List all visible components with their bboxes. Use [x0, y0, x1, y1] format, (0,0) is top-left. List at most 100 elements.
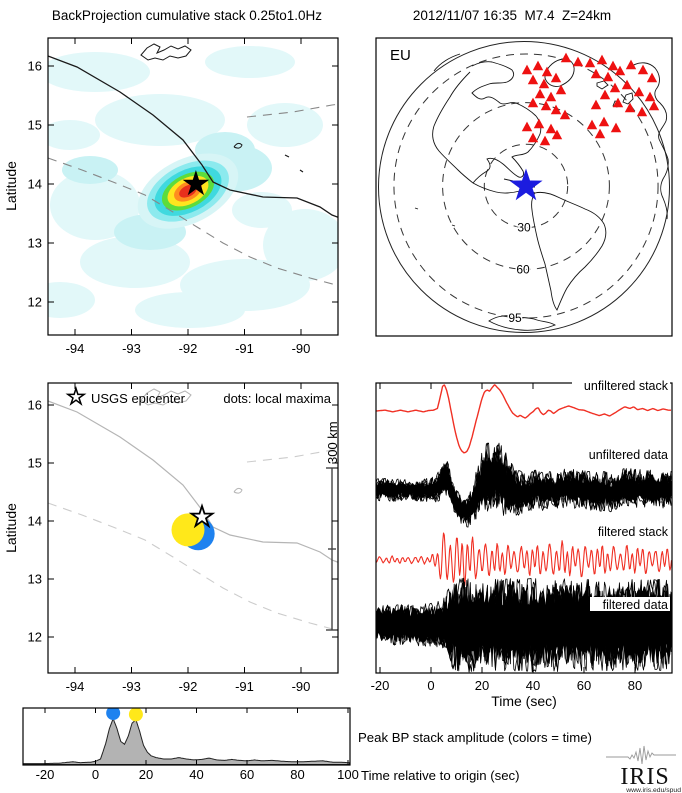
station-triangle [609, 82, 621, 93]
trace-label-box [590, 597, 670, 611]
amplitude-curve [23, 717, 350, 765]
station-triangle [545, 123, 557, 134]
continent-outline [631, 62, 669, 220]
lat-tick-label: 14 [28, 177, 42, 192]
station-triangle [607, 60, 619, 71]
station-triangle [541, 66, 553, 77]
epicenter-blue-star [509, 168, 543, 201]
trench-dashed [48, 157, 338, 286]
continent-outline [471, 61, 537, 117]
peak-amplitude-frame [22, 707, 351, 766]
event-info-title: 2012/11/07 16:35 M7.4 Z=24km [413, 8, 611, 23]
origin-time-tick-label: 80 [290, 767, 304, 782]
globe-outline [378, 41, 670, 333]
distance-ring [442, 102, 610, 270]
latitude-axis-label-bottom: Latitude [3, 503, 19, 553]
station-triangle [599, 89, 611, 100]
continent-outline [472, 115, 542, 184]
station-triangle [624, 102, 636, 113]
station-triangle [636, 106, 648, 117]
legend-dots-label: dots: local maxima [223, 391, 331, 406]
station-triangle [625, 59, 637, 70]
trace-unfiltered-stack [376, 384, 671, 454]
plate-boundary-dashed-gray [246, 448, 338, 463]
station-triangle [637, 64, 649, 75]
station-triangle [527, 74, 539, 85]
lat-tick-label: 12 [28, 295, 42, 310]
continent-outline [414, 207, 419, 210]
station-triangle [539, 135, 551, 146]
heatmap-background-patch [263, 209, 338, 281]
station-triangle [534, 88, 546, 99]
peak-amplitude-panel [23, 708, 350, 765]
trace-label-box [572, 378, 670, 392]
heatmap-background-patch [232, 192, 292, 228]
station-triangle [550, 72, 562, 83]
usgs-epicenter-legend-star [65, 386, 87, 406]
backprojection-map-axes: -94 -93 -92 -91 -90 16 15 14 13 12 [28, 38, 338, 356]
distance-ring-label: 30 [517, 221, 531, 235]
heatmap-background-patch [48, 282, 95, 318]
scale-bar [326, 467, 338, 631]
time-tick-label: 60 [577, 678, 591, 693]
lon-tick-label: -91 [235, 679, 254, 694]
maxima-map-frame [47, 382, 339, 674]
origin-time-tick-label: -20 [36, 767, 55, 782]
station-triangle [551, 129, 563, 140]
iris-url: www.iris.edu/spud [625, 787, 681, 793]
station-triangle [521, 121, 533, 132]
plate-boundary-dashed [246, 103, 338, 118]
trench-dashed-gray [48, 502, 338, 631]
station-triangle [610, 122, 622, 133]
station-triangle [633, 86, 645, 97]
backprojection-map-panel [48, 43, 338, 328]
latitude-axis-label-top: Latitude [3, 161, 19, 211]
station-triangle [533, 118, 545, 129]
station-triangle [594, 128, 606, 139]
station-triangle [644, 91, 656, 102]
trace-label-unfiltered-stack: unfiltered stack [584, 379, 669, 393]
origin-time-tick-label: 20 [139, 767, 153, 782]
maxima-map-panel [48, 386, 338, 631]
trace-label-filtered-stack: filtered stack [598, 525, 669, 539]
station-triangle [648, 100, 660, 111]
lat-tick-label: 16 [28, 59, 42, 74]
distance-ring-label: 60 [516, 262, 530, 276]
iris-logo-squiggle [606, 745, 676, 765]
backprojection-title: BackProjection cumulative stack 0.25to1.… [52, 8, 322, 23]
time-tick-label: 0 [427, 678, 434, 693]
station-triangle [538, 78, 550, 89]
coastline [48, 55, 338, 218]
time-axis-label: Time (sec) [491, 693, 557, 709]
trace-label-box [576, 447, 670, 461]
legend-usgs-epicenter-label: USGS epicenter [91, 391, 186, 406]
station-triangle [584, 57, 596, 68]
continent-outline [531, 191, 607, 311]
islet-marks [284, 154, 304, 173]
heatmap-background-patch [62, 156, 118, 184]
peak-caption: Peak BP stack amplitude (colors = time) [358, 730, 592, 745]
origin-time-tick-label: 60 [240, 767, 254, 782]
continent-outline [433, 53, 461, 72]
scale-bar-label: 300 km [325, 421, 340, 464]
station-triangle [572, 56, 584, 67]
usgs-epicenter-open-star [188, 503, 216, 529]
time-tick-label: 20 [475, 678, 489, 693]
iris-logo: IRIS www.iris.edu/spud [606, 745, 681, 793]
continent-outline [544, 58, 575, 87]
peak-dot-blue [106, 708, 121, 720]
distance-ring [483, 143, 569, 229]
station-triangle [521, 64, 533, 75]
station-globe-panel: 30 60 95 [378, 41, 670, 333]
usgs-epicenter-star [182, 170, 210, 196]
continent-outline [488, 315, 556, 331]
lon-tick-label: -92 [179, 341, 198, 356]
continent-outline [451, 224, 456, 227]
lat-tick-label: 12 [28, 630, 42, 645]
time-tick-label: 40 [526, 678, 540, 693]
origin-time-tick-label: 0 [92, 767, 99, 782]
traces-axes: -20 0 20 40 60 80 [371, 383, 642, 693]
continent-outline [622, 92, 634, 105]
station-triangle [621, 79, 633, 90]
